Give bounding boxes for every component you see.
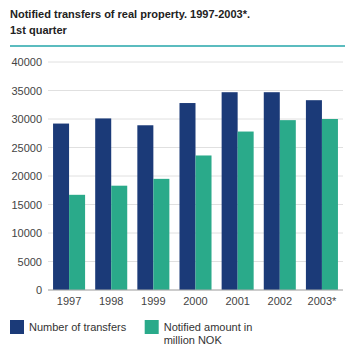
y-tick-label: 5000 <box>18 256 42 268</box>
bar <box>179 103 195 290</box>
bar <box>280 120 296 290</box>
x-tick-label: 2001 <box>225 295 249 307</box>
bar <box>137 125 153 290</box>
bar <box>69 195 85 290</box>
x-tick-label: 2000 <box>183 295 207 307</box>
background <box>0 0 355 361</box>
x-tick-label: 1997 <box>57 295 81 307</box>
legend-label-line: million NOK <box>164 334 223 346</box>
legend-swatch <box>10 320 24 334</box>
x-tick-label: 1999 <box>141 295 165 307</box>
subtitle: 1st quarter <box>10 24 68 36</box>
x-tick-label: 1998 <box>99 295 123 307</box>
bar <box>222 92 238 290</box>
y-tick-label: 40000 <box>11 56 42 68</box>
legend-swatch <box>145 320 159 334</box>
y-tick-label: 30000 <box>11 113 42 125</box>
bar <box>153 179 169 290</box>
bar <box>111 186 127 290</box>
y-tick-label: 0 <box>36 284 42 296</box>
legend-label-line: Notified amount in <box>164 321 253 333</box>
bar <box>95 118 111 290</box>
x-axis <box>48 290 343 291</box>
bar <box>322 119 338 290</box>
y-tick-label: 15000 <box>11 199 42 211</box>
y-tick-label: 10000 <box>11 227 42 239</box>
bar <box>53 124 69 290</box>
legend-label: Number of transfers <box>29 321 127 333</box>
x-tick-label: 2002 <box>268 295 292 307</box>
bar <box>306 100 322 290</box>
title-rule <box>10 45 345 47</box>
x-tick-label: 2003* <box>308 295 337 307</box>
bar <box>238 132 254 290</box>
bars <box>53 92 338 290</box>
grid-line <box>48 290 343 291</box>
bar <box>196 155 212 290</box>
bar <box>264 92 280 290</box>
y-tick-label: 25000 <box>11 142 42 154</box>
y-tick-label: 35000 <box>11 85 42 97</box>
y-tick-label: 20000 <box>11 170 42 182</box>
chart: Notified transfers of real property. 199… <box>0 0 355 361</box>
legend-label: Notified amount inmillion NOK <box>164 321 253 346</box>
grid-line <box>48 90 343 91</box>
grid-line <box>48 62 343 63</box>
legend-label-line: Number of transfers <box>29 321 127 333</box>
title: Notified transfers of real property. 199… <box>10 8 250 20</box>
